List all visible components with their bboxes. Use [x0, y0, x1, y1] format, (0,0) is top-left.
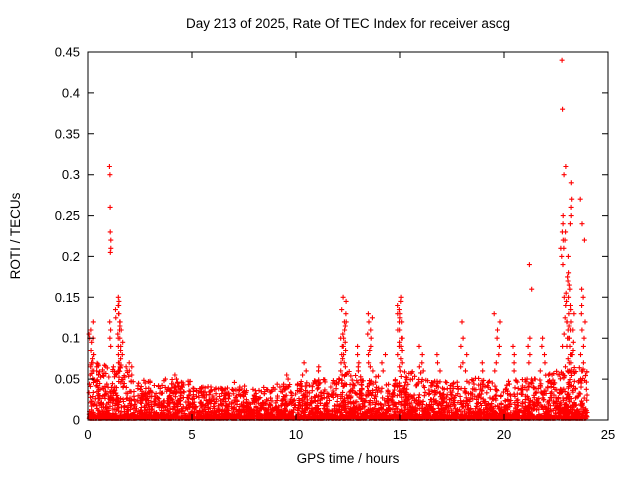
y-tick-label: 0.2	[62, 249, 80, 264]
y-tick-label: 0.3	[62, 167, 80, 182]
x-tick-label: 0	[84, 427, 91, 442]
y-tick-label: 0	[73, 413, 80, 428]
plot-border	[87, 51, 609, 421]
x-tick-label: 15	[393, 427, 407, 442]
x-tick-label: 10	[289, 427, 303, 442]
y-tick-label: 0.4	[62, 85, 80, 100]
x-tick-label: 20	[497, 427, 511, 442]
y-tick-label: 0.15	[55, 290, 80, 305]
y-axis-title: ROTI / TECUs	[8, 192, 23, 279]
x-tick-label: 5	[188, 427, 195, 442]
y-tick-label: 0.45	[55, 45, 80, 60]
y-tick-label: 0.35	[55, 126, 80, 141]
scatter-points	[86, 57, 590, 421]
x-tick-label: 25	[601, 427, 615, 442]
y-tick-labels: 0 0.05 0.1 0.15 0.2 0.25 0.3 0.35 0.4 0.45	[55, 45, 80, 428]
y-tick-label: 0.05	[55, 372, 80, 387]
chart-title: Day 213 of 2025, Rate Of TEC Index for r…	[186, 16, 510, 31]
x-tick-labels: 0 5 10 15 20 25	[84, 427, 615, 442]
y-tick-label: 0.25	[55, 208, 80, 223]
y-tick-label: 0.1	[62, 331, 80, 346]
x-axis-title: GPS time / hours	[297, 451, 400, 466]
